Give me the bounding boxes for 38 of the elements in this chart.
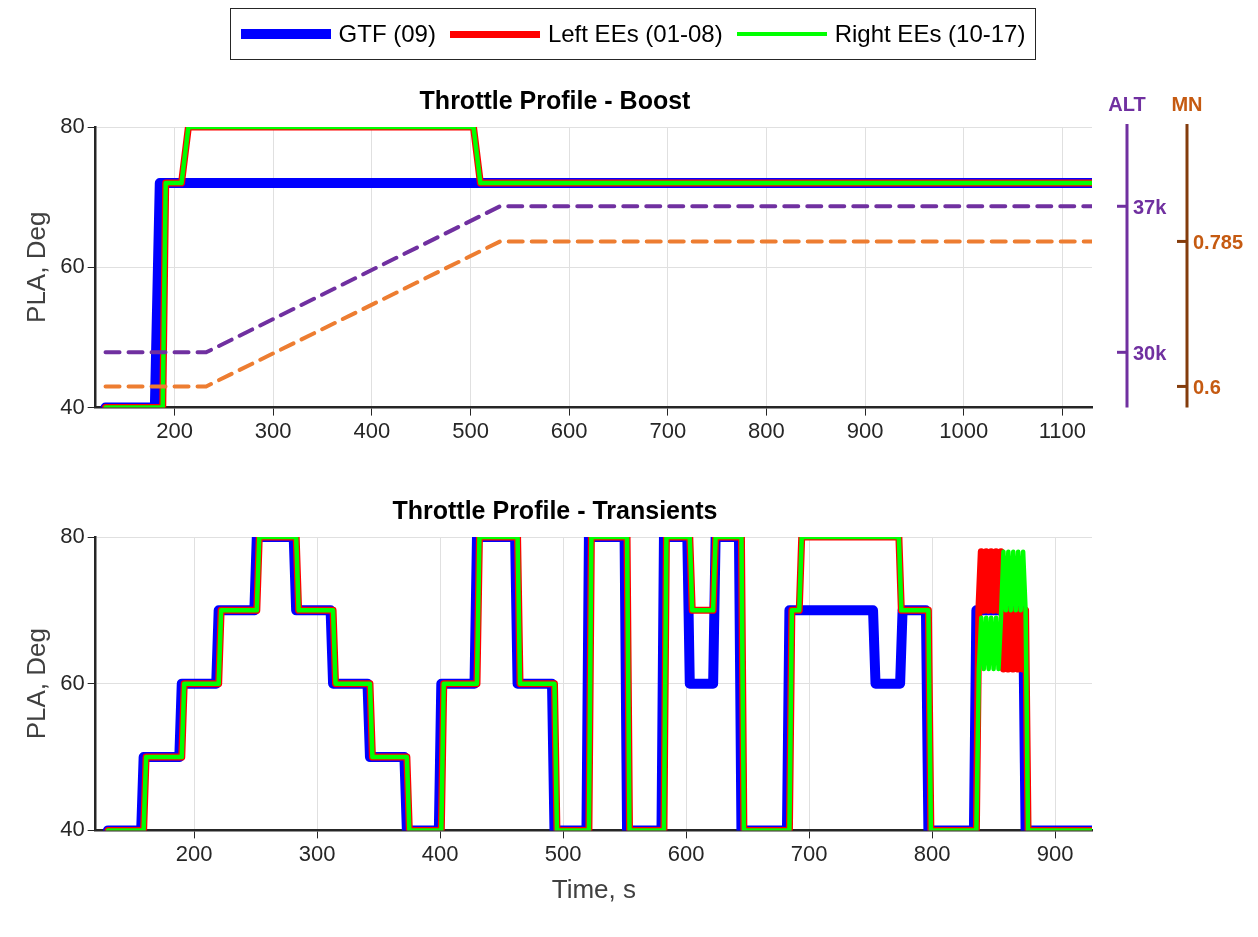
y-tick-label: 60 bbox=[60, 253, 85, 279]
x-tick-label: 700 bbox=[790, 840, 828, 866]
x-tick-label: 900 bbox=[846, 417, 884, 443]
x-tick-label: 1100 bbox=[1038, 417, 1087, 443]
y2-tick-label: 37k bbox=[1133, 195, 1168, 218]
y-tick-label: 40 bbox=[60, 393, 85, 419]
x-axis-title: Time, s bbox=[551, 873, 636, 904]
y3-axis-title: MN bbox=[1171, 92, 1203, 115]
legend-label: GTF (09) bbox=[338, 20, 436, 48]
x-tick-label: 400 bbox=[353, 417, 391, 443]
y2-tick-label: 30k bbox=[1133, 341, 1168, 364]
y3-tick-label: 0.6 bbox=[1193, 375, 1221, 398]
y-axis-title: PLA, Deg bbox=[20, 628, 51, 740]
x-tick-label: 200 bbox=[175, 840, 213, 866]
x-tick-label: 800 bbox=[748, 417, 785, 443]
x-tick-label: 300 bbox=[254, 417, 292, 443]
y-tick-label: 60 bbox=[60, 669, 85, 695]
x-tick-label: 700 bbox=[649, 417, 687, 443]
x-tick-label: 300 bbox=[298, 840, 336, 866]
chart-title: Throttle Profile - Transients bbox=[392, 495, 718, 524]
x-tick-label: 200 bbox=[156, 417, 193, 443]
legend-label: Left EEs (01-08) bbox=[547, 20, 723, 48]
y-tick-label: 80 bbox=[60, 523, 85, 549]
x-tick-label: 500 bbox=[452, 417, 489, 443]
x-tick-label: 900 bbox=[1036, 840, 1074, 866]
x-tick-label: 1000 bbox=[939, 417, 989, 443]
y2-axis-title: ALT bbox=[1108, 92, 1146, 115]
legend-label: Right EEs (10-17) bbox=[834, 20, 1026, 48]
chart-title: Throttle Profile - Boost bbox=[419, 85, 692, 114]
y-tick-label: 80 bbox=[60, 113, 85, 139]
x-tick-label: 600 bbox=[667, 840, 705, 866]
x-tick-label: 500 bbox=[544, 840, 582, 866]
y-tick-label: 40 bbox=[60, 816, 85, 842]
x-tick-label: 400 bbox=[421, 840, 459, 866]
y-axis-title: PLA, Deg bbox=[20, 211, 51, 323]
x-tick-label: 600 bbox=[550, 417, 588, 443]
x-tick-label: 800 bbox=[913, 840, 951, 866]
y3-tick-label: 0.785 bbox=[1193, 230, 1244, 253]
